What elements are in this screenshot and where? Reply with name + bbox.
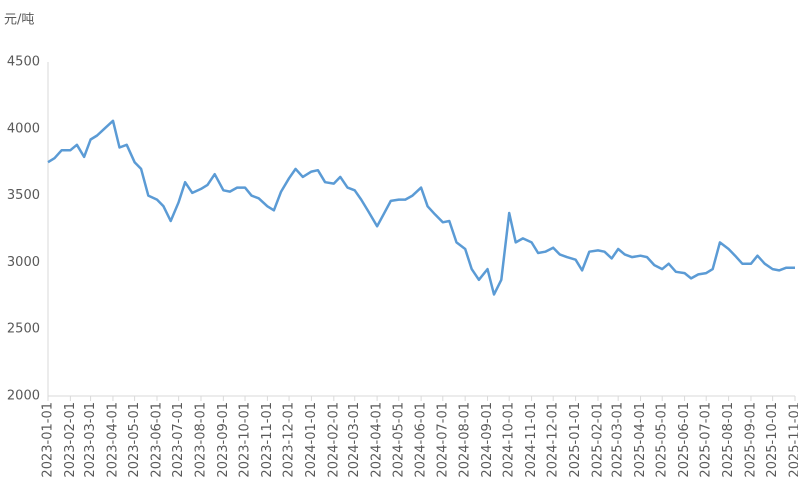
x-tick-label: 2025-06-01 — [677, 402, 692, 478]
x-tick-label: 2023-02-01 — [63, 402, 78, 478]
y-axis-unit: 元/吨 — [4, 13, 34, 28]
y-tick-label: 2000 — [7, 389, 40, 404]
x-tick-label: 2023-01-01 — [41, 402, 56, 478]
x-tick-label: 2024-02-01 — [326, 402, 341, 478]
x-tick-label: 2024-12-01 — [546, 402, 561, 478]
x-tick-label: 2023-09-01 — [216, 402, 231, 478]
x-tick-label: 2023-03-01 — [83, 402, 98, 478]
y-tick-label: 4000 — [7, 121, 40, 136]
x-tick-label: 2025-10-01 — [765, 402, 780, 478]
x-tick-label: 2023-04-01 — [105, 402, 120, 478]
x-tick-label: 2025-05-01 — [655, 402, 670, 478]
y-tick-label: 4500 — [7, 55, 40, 70]
x-tick-label: 2024-11-01 — [524, 402, 539, 478]
x-tick-label: 2024-06-01 — [414, 402, 429, 478]
x-tick-label: 2024-08-01 — [458, 402, 473, 478]
x-tick-label: 2024-10-01 — [502, 402, 517, 478]
x-tick-label: 2025-09-01 — [743, 402, 758, 478]
x-tick-label: 2024-01-01 — [304, 402, 319, 478]
x-tick-label: 2024-09-01 — [480, 402, 495, 478]
price-line — [47, 119, 795, 296]
x-tick-label: 2023-08-01 — [194, 402, 209, 478]
x-tick-label: 2024-07-01 — [435, 402, 450, 478]
x-tick-label: 2023-11-01 — [260, 402, 275, 478]
x-tick-label: 2025-08-01 — [721, 402, 736, 478]
x-tick-label: 2024-05-01 — [391, 402, 406, 478]
x-tick-label: 2024-03-01 — [347, 402, 362, 478]
x-tick-label: 2025-04-01 — [633, 402, 648, 478]
x-tick-label: 2025-02-01 — [590, 402, 605, 478]
x-tick-label: 2025-11-01 — [788, 402, 798, 478]
y-tick-label: 3000 — [7, 255, 40, 270]
x-tick-label: 2023-07-01 — [171, 402, 186, 478]
x-tick-label: 2025-03-01 — [611, 402, 626, 478]
x-tick-label: 2025-07-01 — [699, 402, 714, 478]
x-tick-label: 2025-01-01 — [568, 402, 583, 478]
x-tick-label: 2024-04-01 — [370, 402, 385, 478]
x-tick-label: 2023-12-01 — [282, 402, 297, 478]
x-tick-label: 2023-06-01 — [149, 402, 164, 478]
x-tick-label: 2023-05-01 — [127, 402, 142, 478]
y-tick-label: 3500 — [7, 188, 40, 203]
y-tick-label: 2500 — [7, 322, 40, 337]
x-tick-label: 2023-10-01 — [238, 402, 253, 478]
